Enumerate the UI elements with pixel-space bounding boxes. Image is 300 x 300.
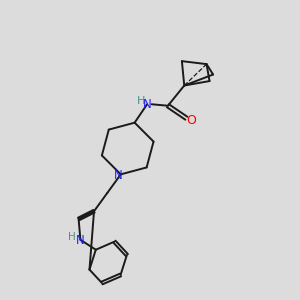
- Text: H: H: [68, 232, 76, 242]
- Text: N: N: [113, 169, 122, 182]
- Text: H: H: [136, 96, 145, 106]
- Text: O: O: [187, 114, 196, 127]
- Text: N: N: [76, 234, 85, 247]
- Text: N: N: [143, 98, 152, 111]
